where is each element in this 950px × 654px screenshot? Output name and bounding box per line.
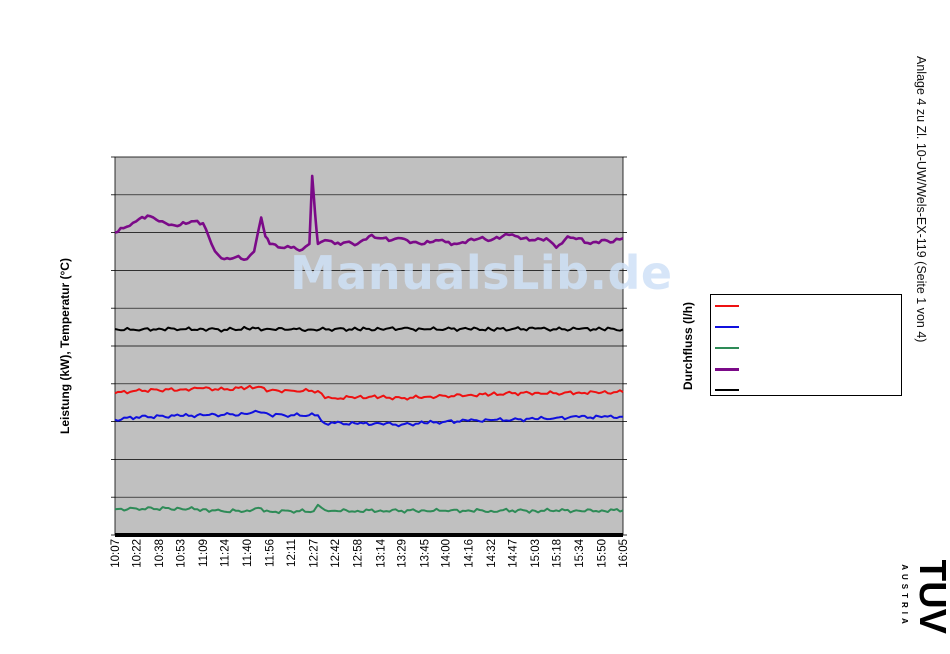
x-tick-label: 11:24 <box>219 538 231 567</box>
watermark: ManualsLib.de <box>290 246 673 300</box>
legend-swatch <box>715 368 739 371</box>
series-line <box>114 325 624 333</box>
x-tick-label: 14:32 <box>486 539 498 568</box>
legend-item <box>715 362 895 376</box>
x-tick-label: 12:11 <box>286 539 298 567</box>
x-tick-label: 14:47 <box>507 539 519 568</box>
x-tick-label: 14:16 <box>463 539 475 568</box>
y-axis-title-right: Durchfluss (l/h) <box>681 302 695 390</box>
x-tick-label: 13:14 <box>375 538 387 567</box>
x-tick-label: 15:34 <box>574 538 586 567</box>
x-tick-label: 11:40 <box>242 539 254 567</box>
chart-legend <box>710 294 902 396</box>
x-tick-label: 10:07 <box>110 539 122 568</box>
x-tick-label: 15:18 <box>551 539 563 568</box>
x-tick-labels: 10:07 10:22 10:38 10:53 11:09 11:24 11:40 11:56… <box>110 538 630 567</box>
series-lines <box>114 174 624 515</box>
series-line <box>114 409 623 428</box>
x-tick-label: 10:53 <box>175 539 187 568</box>
page-caption: Anlage 4 zu Zl. 10-UW/Wels-EX-119 (Seite… <box>914 56 928 343</box>
legend-swatch <box>715 347 739 349</box>
x-tick-label: 14:00 <box>441 539 453 568</box>
legend-swatch <box>715 326 739 328</box>
series-line <box>114 384 624 401</box>
gridlines <box>115 194 623 498</box>
x-tick-label: 16:05 <box>618 539 630 568</box>
legend-item <box>715 341 895 355</box>
legend-item <box>715 299 895 313</box>
y-axis-title-left: Leistung (kW), Temperatur (°C) <box>58 258 72 434</box>
legend-item <box>715 320 895 334</box>
series-line <box>114 174 624 261</box>
logo-text: TÜV <box>911 560 946 635</box>
x-tick-label: 10:38 <box>154 539 166 568</box>
x-tick-label: 11:09 <box>198 539 210 567</box>
series-line <box>114 503 624 515</box>
axes <box>111 156 627 537</box>
legend-item <box>715 383 895 397</box>
legend-swatch <box>715 389 739 391</box>
x-tick-label: 13:29 <box>397 539 409 568</box>
x-tick-label: 12:58 <box>353 539 365 568</box>
x-tick-label: 12:42 <box>330 539 342 568</box>
x-tick-label: 15:03 <box>530 539 542 568</box>
x-tick-label: 12:27 <box>309 539 321 568</box>
x-tick-label: 11:56 <box>265 539 277 567</box>
legend-swatch <box>715 305 739 307</box>
x-tick-label: 13:45 <box>419 539 431 568</box>
tuv-austria-logo: TÜV AUSTRIA <box>900 560 946 635</box>
logo-subtext: AUSTRIA <box>900 564 909 628</box>
x-tick-label: 10:22 <box>131 539 143 568</box>
x-tick-label: 15:50 <box>597 539 609 568</box>
